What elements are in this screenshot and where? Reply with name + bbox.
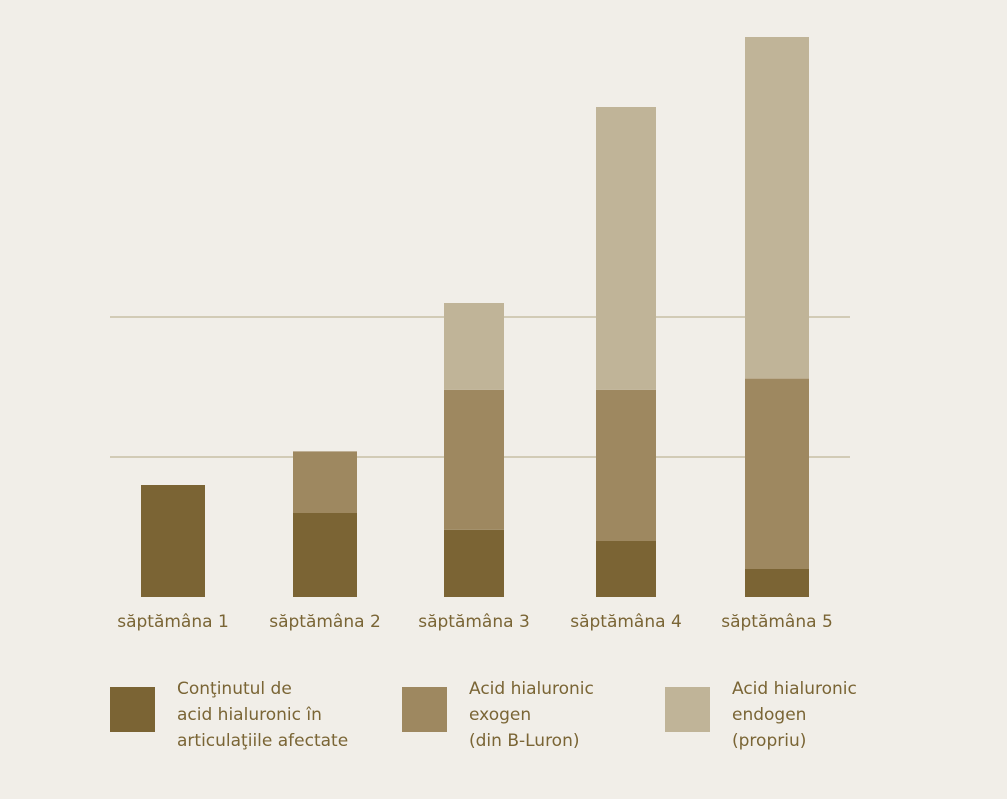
bar-week2-series2 [293, 451, 357, 513]
bar-week4-series2 [596, 389, 656, 541]
bar-week4-series3 [596, 107, 656, 390]
bar-week5-series2 [745, 378, 809, 569]
legend-swatch-existing-ha [110, 687, 155, 732]
stacked-bar-chart: săptămâna 1 săptămâna 2 săptămâna 3 săptămâ… [110, 37, 850, 632]
bar-week1-series1 [141, 485, 205, 597]
legend-label-existing-ha: Conţinutul de acid hialuronic în articul… [177, 679, 349, 751]
bar-week3-series1 [444, 529, 504, 597]
bar-week3-series3 [444, 303, 504, 390]
x-tick-label-week1: săptămâna 1 [117, 612, 229, 632]
legend-item-exogenous-ha: Acid hialuronic exogen (din B-Luron) [402, 676, 594, 754]
bar-week2-series1 [293, 513, 357, 597]
legend-label-exogenous-ha: Acid hialuronic exogen (din B-Luron) [469, 679, 594, 751]
legend-item-existing-ha: Conţinutul de acid hialuronic în articul… [110, 676, 348, 754]
legend-item-endogenous-ha: Acid hialuronic endogen (propriu) [665, 676, 857, 754]
x-tick-label-week5: săptămâna 5 [721, 612, 833, 632]
bar-week3-series2 [444, 389, 504, 530]
bar-week4-series1 [596, 541, 656, 597]
x-axis-tick-labels: săptămâna 1 săptămâna 2 săptămâna 3 săptămâ… [117, 612, 833, 632]
x-tick-label-week3: săptămâna 3 [418, 612, 530, 632]
x-tick-label-week4: săptămâna 4 [570, 612, 682, 632]
legend-label-endogenous-ha: Acid hialuronic endogen (propriu) [732, 679, 857, 751]
bars [141, 37, 809, 597]
x-tick-label-week2: săptămâna 2 [269, 612, 381, 632]
bar-week5-series3 [745, 37, 809, 379]
legend-swatch-endogenous-ha [665, 687, 710, 732]
bar-week5-series1 [745, 569, 809, 597]
legend-swatch-exogenous-ha [402, 687, 447, 732]
legend: Conţinutul de acid hialuronic în articul… [0, 676, 1007, 766]
